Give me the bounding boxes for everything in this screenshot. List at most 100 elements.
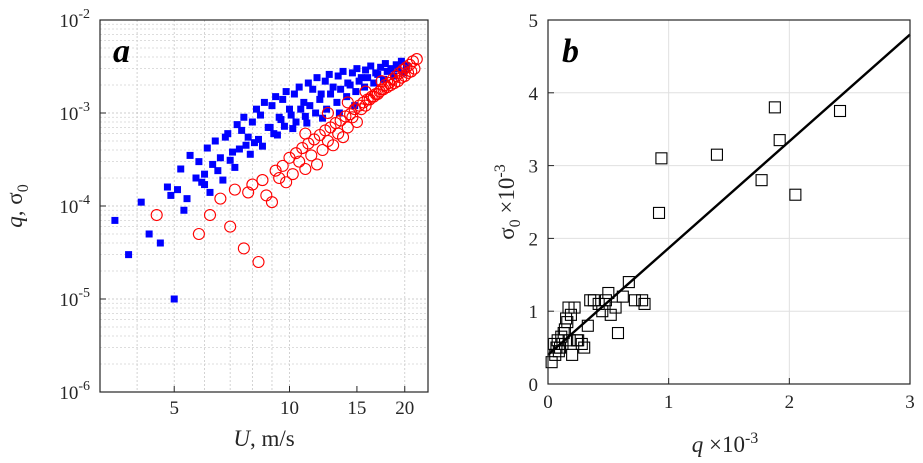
data-point-q	[297, 105, 305, 113]
y-tick-label: 10-6	[59, 379, 90, 404]
data-point	[570, 334, 584, 347]
data-point-q	[145, 230, 153, 238]
data-point-sigma0	[246, 178, 259, 191]
data-point-q	[231, 163, 239, 171]
data-point-q	[203, 144, 211, 152]
data-point-sigma0	[310, 158, 324, 171]
data-point-q	[387, 65, 395, 73]
data-point-sigma0	[280, 176, 293, 189]
data-point-q	[216, 154, 224, 162]
y-tick-label: 10-3	[59, 100, 90, 125]
data-point	[655, 152, 668, 165]
data-point-q	[300, 98, 308, 106]
panel-a-ticks: 5 10 15 20 10-2 10-3 10-4 10-5 10-6	[59, 7, 414, 419]
x-tick-label: 5	[169, 398, 179, 419]
data-point-sigma0	[346, 111, 359, 124]
y-label-sub: 0	[15, 184, 32, 192]
panel-b-label: b	[562, 33, 579, 70]
y-label-rest: , σ	[2, 192, 27, 217]
data-point-q	[325, 70, 333, 78]
data-point-q	[180, 206, 188, 214]
data-point-sigma0	[390, 69, 403, 83]
x-label-var: U	[233, 426, 251, 451]
y-tick-label: 10-5	[59, 286, 90, 311]
data-point-q	[352, 88, 360, 96]
data-point-sigma0	[283, 151, 296, 164]
data-point-q	[137, 198, 145, 206]
y-tick-label: 10-2	[59, 7, 90, 32]
y-label-rest: ×10	[494, 178, 519, 220]
data-point	[604, 308, 617, 321]
data-point-q	[377, 63, 385, 71]
data-point-sigma0	[242, 186, 255, 199]
data-point-q	[353, 65, 361, 73]
data-point-q	[167, 191, 175, 199]
x-tick-label: 3	[905, 392, 915, 413]
panel-b-x-axis-label: q ×10-3	[692, 430, 759, 457]
data-point	[789, 188, 802, 201]
data-point-q	[334, 72, 342, 80]
x-label-rest: ×10	[703, 432, 745, 457]
panel-a-y-axis-label: q, σ0	[2, 184, 32, 227]
data-point-q	[279, 95, 287, 103]
data-point-q	[125, 251, 133, 259]
y-tick-label: 4	[529, 84, 539, 105]
data-point-q	[392, 61, 400, 69]
data-point-q	[235, 145, 243, 153]
data-point-q	[364, 74, 372, 82]
y-label-var: σ	[494, 227, 519, 240]
y-tick-label: 0	[529, 375, 539, 396]
data-point-q	[383, 67, 391, 75]
data-point-q	[313, 74, 321, 82]
data-point-q	[370, 79, 378, 87]
data-point-q	[186, 151, 194, 159]
data-point-q	[303, 119, 311, 127]
x-tick-label: 20	[395, 398, 414, 419]
y-label-sup: -3	[492, 164, 509, 177]
x-tick-label: 1	[664, 392, 674, 413]
data-point	[768, 101, 781, 114]
data-point-q	[282, 88, 290, 96]
data-point-q	[233, 121, 241, 129]
data-point-q	[362, 66, 370, 74]
data-point-q	[323, 105, 331, 113]
data-point-sigma0	[299, 162, 312, 176]
data-point-sigma0	[355, 103, 368, 116]
y-tick-label: 1	[529, 302, 539, 323]
data-point-q	[280, 122, 288, 130]
data-point-sigma0	[276, 159, 289, 172]
data-point-q	[348, 69, 356, 77]
data-point-sigma0	[405, 65, 418, 78]
data-point-q	[272, 93, 280, 101]
data-point	[566, 348, 579, 361]
data-point-q	[381, 60, 389, 68]
x-tick-label: 10	[280, 398, 299, 419]
data-point-q	[292, 118, 300, 126]
data-point	[587, 294, 600, 307]
data-point-q	[163, 183, 171, 191]
data-point-q	[246, 150, 254, 158]
data-point-q	[327, 90, 335, 98]
data-point-sigma0	[410, 53, 423, 66]
data-point-q	[224, 130, 232, 138]
data-point	[545, 356, 558, 369]
data-point-q	[192, 174, 200, 182]
data-point-q	[201, 170, 209, 178]
data-point-sigma0	[316, 143, 329, 157]
data-point-q	[309, 85, 317, 93]
data-point-q	[355, 77, 363, 85]
data-point-sigma0	[289, 147, 303, 160]
data-point-q	[219, 176, 227, 184]
data-point-sigma0	[336, 131, 350, 144]
data-point-q	[250, 139, 258, 147]
data-point-q	[156, 239, 164, 247]
data-point	[609, 301, 622, 314]
data-point-sigma0	[359, 99, 372, 112]
x-tick-label: 2	[785, 392, 795, 413]
data-point-q	[321, 77, 329, 85]
data-point-q	[329, 83, 337, 91]
data-point-sigma0	[203, 208, 217, 222]
data-point-q	[374, 70, 382, 78]
data-point-q	[361, 83, 369, 91]
